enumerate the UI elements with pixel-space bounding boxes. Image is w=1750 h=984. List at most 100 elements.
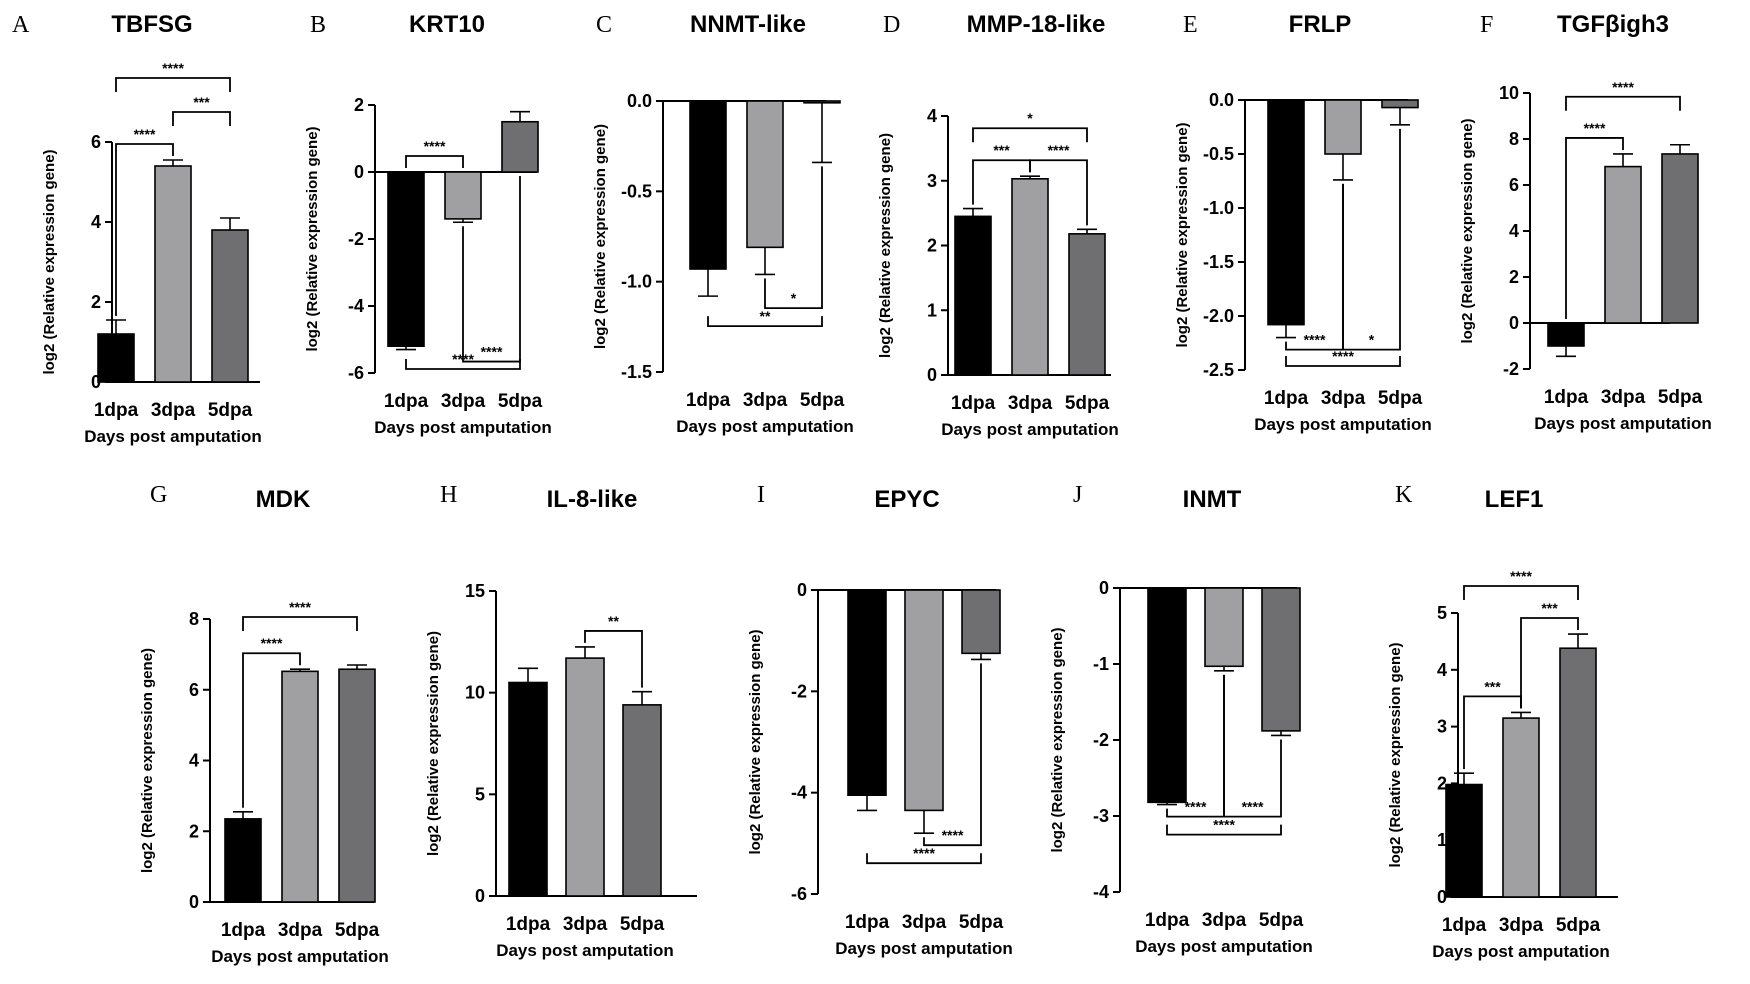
chart-panel-j: J INMT -4 -3 -2 -1 0 log2 (Relative expression … [1049,482,1313,956]
significance-bracket [1565,137,1624,319]
x-tick-label: 5dpa [498,391,543,412]
bar-5dpa [1661,153,1699,324]
y-tick-label: -1.0 [621,272,652,292]
y-tick-label: 0 [475,886,485,906]
significance-bracket [1285,356,1401,367]
significance-bracket [866,853,982,865]
bar-1dpa [1445,783,1483,898]
significance-bracket [172,111,231,126]
significance-label: **** [1510,568,1532,584]
y-axis-label: log2 (Relative expression gene) [139,648,156,873]
bar-1dpa [224,818,262,903]
y-tick-label: 0 [1099,578,1109,598]
significance-bracket [584,630,643,688]
y-tick-label: 6 [189,680,199,700]
y-tick-label: 6 [91,132,101,152]
panel-letter: I [757,482,765,508]
significance-label: **** [289,599,311,615]
y-tick-label: 1 [927,300,937,320]
chart-panel-f: F TGFβigh3 -2 0 2 4 6 8 10 log2 (Relative express… [1459,11,1712,433]
panel-letter: J [1073,482,1082,508]
y-axis-label: log2 (Relative expression gene) [747,629,764,854]
y-axis-label: log2 (Relative expression gene) [1049,627,1066,852]
x-tick-label: 5dpa [208,400,253,421]
y-tick-label: 2 [1509,267,1519,287]
significance-label: **** [1612,79,1634,95]
bar-1dpa [847,589,887,796]
bar-3dpa [281,670,319,903]
y-tick-label: 0.0 [627,91,652,111]
y-tick-label: 4 [927,106,937,126]
y-axis-label: log2 (Relative expression gene) [304,126,321,351]
y-tick-label: 8 [1509,129,1519,149]
bar-1dpa [508,681,548,897]
chart-title: FRLP [1289,11,1352,38]
x-axis-label: Days post amputation [1534,414,1712,433]
significance-label: * [791,290,797,306]
x-tick-label: 1dpa [506,914,551,935]
x-axis-label: Days post amputation [1135,937,1313,956]
significance-label: *** [1484,678,1501,694]
significance-bracket [405,359,521,370]
significance-label: **** [452,351,474,367]
significance-label: ** [608,613,619,629]
chart-title: MDK [256,486,311,513]
y-tick-label: -4 [1093,882,1109,902]
y-tick-label: 0 [797,580,807,600]
x-tick-label: 5dpa [620,914,665,935]
x-tick-label: 5dpa [1259,910,1304,931]
panel-letter: H [440,482,457,508]
y-axis-label: log2 (Relative expression gene) [425,631,442,856]
significance-label: **** [913,845,935,861]
y-axis-label: log2 (Relative expression gene) [41,149,58,374]
x-tick-label: 3dpa [441,391,486,412]
x-axis-label: Days post amputation [835,939,1013,958]
significance-label: **** [1048,142,1070,158]
panel-letter: E [1183,12,1198,38]
x-tick-label: 5dpa [1065,393,1110,414]
y-tick-label: 0 [189,892,199,912]
significance-bracket [1223,674,1282,818]
x-axis-label: Days post amputation [941,420,1119,439]
chart-title: TGFβigh3 [1557,11,1669,38]
x-tick-label: 3dpa [1008,393,1053,414]
x-tick-label: 1dpa [1544,387,1589,408]
significance-label: **** [942,827,964,843]
significance-bracket [1342,128,1401,351]
bar-3dpa [1324,99,1362,155]
chart-title: NNMT-like [690,11,806,38]
chart-title: KRT10 [409,11,485,38]
x-tick-label: 3dpa [1321,388,1366,409]
y-tick-label: 0 [354,162,364,182]
y-tick-label: -2.5 [1203,360,1234,380]
y-tick-label: -1.5 [621,362,652,382]
y-tick-label: 10 [465,683,485,703]
y-tick-label: 0.0 [1209,90,1234,110]
x-axis-label: Days post amputation [676,417,854,436]
y-tick-label: 8 [189,609,199,629]
y-tick-label: -1.0 [1203,198,1234,218]
significance-label: *** [993,142,1010,158]
x-axis-label: Days post amputation [1432,942,1610,961]
y-axis-label: log2 (Relative expression gene) [1174,122,1191,347]
x-axis-label: Days post amputation [374,418,552,437]
significance-label: **** [261,635,283,651]
y-tick-label: -4 [348,296,364,316]
chart-title: TBFSG [111,11,192,38]
y-tick-label: 5 [475,784,485,804]
bar-5dpa [211,229,249,383]
significance-label: **** [481,344,503,360]
x-tick-label: 5dpa [800,390,845,411]
chart-panel-d: D MMP-18-like 0 1 2 3 4 log2 (Relative expressi… [877,11,1119,439]
chart-panel-i: I EPYC -6 -4 -2 0 log2 (Relative expression ge… [747,482,1013,958]
bar-3dpa [746,100,784,249]
bar-5dpa [338,668,376,903]
x-tick-label: 1dpa [384,391,429,412]
y-tick-label: -3 [1093,806,1109,826]
significance-label: **** [1213,817,1235,833]
chart-panel-c: C NNMT-like -1.5 -1.0 -0.5 0.0 log2 (Relative … [592,11,854,436]
chart-title: EPYC [874,486,939,513]
panel-letter: D [883,12,900,38]
